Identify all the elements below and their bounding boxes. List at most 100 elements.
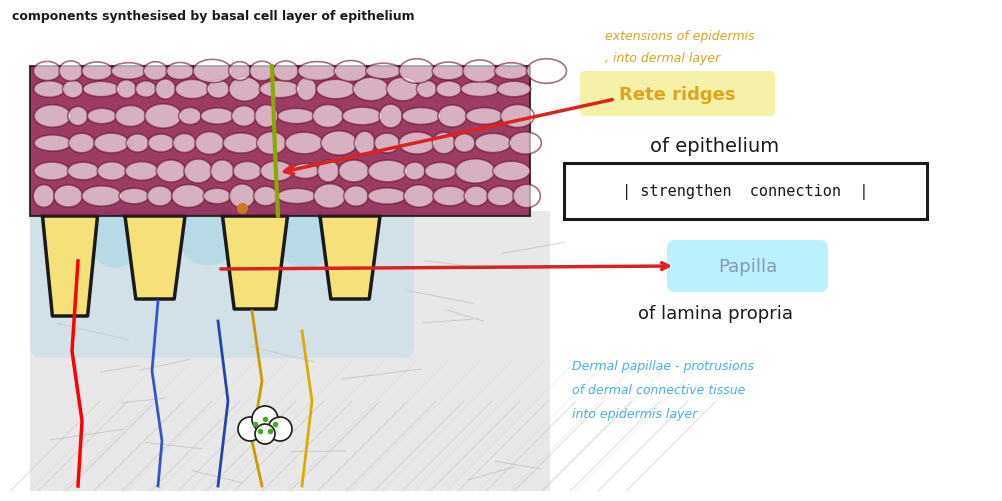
Text: Dermal papillae - protrusions: Dermal papillae - protrusions (572, 359, 754, 372)
Ellipse shape (89, 210, 141, 269)
Ellipse shape (125, 162, 158, 181)
Ellipse shape (177, 201, 239, 266)
Ellipse shape (228, 78, 261, 102)
Ellipse shape (255, 105, 278, 128)
Ellipse shape (509, 133, 541, 155)
Ellipse shape (487, 187, 515, 206)
Circle shape (238, 417, 262, 441)
Ellipse shape (402, 108, 441, 125)
Ellipse shape (273, 62, 299, 82)
Ellipse shape (115, 106, 146, 127)
Ellipse shape (321, 132, 358, 156)
Ellipse shape (184, 160, 212, 184)
Ellipse shape (366, 64, 401, 80)
Ellipse shape (374, 134, 400, 154)
Ellipse shape (513, 185, 540, 208)
Ellipse shape (97, 162, 126, 181)
Ellipse shape (497, 82, 531, 98)
Ellipse shape (404, 163, 425, 181)
Polygon shape (125, 216, 185, 300)
Text: of lamina propria: of lamina propria (637, 305, 793, 322)
Ellipse shape (195, 132, 224, 155)
Ellipse shape (67, 163, 99, 180)
Ellipse shape (475, 134, 511, 153)
Ellipse shape (285, 133, 324, 155)
Text: , into dermal layer: , into dermal layer (605, 52, 720, 65)
Ellipse shape (68, 107, 88, 126)
Text: extensions of epidermis: extensions of epidermis (605, 30, 755, 43)
Text: of epithelium: of epithelium (650, 137, 780, 156)
Ellipse shape (466, 108, 503, 125)
Ellipse shape (178, 108, 201, 125)
Ellipse shape (254, 187, 278, 206)
Ellipse shape (298, 63, 337, 81)
Ellipse shape (166, 63, 194, 80)
Ellipse shape (147, 187, 172, 206)
Ellipse shape (464, 187, 488, 206)
Ellipse shape (425, 163, 457, 180)
Ellipse shape (438, 106, 467, 128)
Ellipse shape (461, 82, 500, 98)
Ellipse shape (222, 134, 260, 154)
Ellipse shape (62, 81, 83, 99)
Ellipse shape (34, 163, 70, 181)
Ellipse shape (119, 189, 149, 204)
Ellipse shape (175, 80, 209, 99)
Ellipse shape (432, 63, 465, 81)
Ellipse shape (278, 210, 333, 269)
Ellipse shape (231, 106, 257, 127)
Ellipse shape (111, 64, 146, 80)
Ellipse shape (355, 132, 375, 156)
Ellipse shape (399, 60, 434, 84)
Ellipse shape (278, 189, 317, 204)
Ellipse shape (495, 64, 528, 80)
FancyBboxPatch shape (580, 72, 775, 117)
Ellipse shape (155, 80, 175, 100)
Ellipse shape (34, 106, 71, 128)
Ellipse shape (228, 63, 250, 81)
Ellipse shape (526, 60, 566, 84)
Ellipse shape (463, 61, 497, 83)
FancyBboxPatch shape (667, 240, 828, 293)
Ellipse shape (404, 185, 435, 208)
Ellipse shape (368, 188, 407, 205)
Ellipse shape (317, 80, 356, 100)
Ellipse shape (34, 82, 65, 98)
Ellipse shape (344, 186, 369, 207)
Ellipse shape (143, 63, 167, 81)
Text: Rete ridges: Rete ridges (619, 86, 735, 104)
Ellipse shape (335, 62, 368, 82)
Ellipse shape (126, 134, 149, 153)
Ellipse shape (339, 161, 369, 183)
Ellipse shape (297, 78, 317, 101)
Polygon shape (320, 216, 380, 300)
Ellipse shape (94, 134, 129, 154)
Ellipse shape (54, 185, 83, 208)
Ellipse shape (343, 108, 382, 126)
Polygon shape (42, 216, 97, 316)
Ellipse shape (34, 136, 71, 152)
Text: of dermal connective tissue: of dermal connective tissue (572, 383, 745, 396)
Ellipse shape (379, 105, 403, 129)
Ellipse shape (318, 161, 340, 183)
Ellipse shape (156, 161, 185, 183)
Ellipse shape (368, 161, 408, 182)
Ellipse shape (83, 82, 119, 98)
Ellipse shape (200, 109, 234, 125)
Ellipse shape (148, 135, 174, 153)
Ellipse shape (278, 109, 315, 124)
Ellipse shape (87, 109, 116, 125)
Text: Papilla: Papilla (718, 258, 778, 276)
Ellipse shape (68, 134, 95, 153)
Ellipse shape (436, 82, 462, 98)
Ellipse shape (210, 160, 234, 183)
Polygon shape (222, 216, 288, 310)
Ellipse shape (33, 62, 61, 82)
Ellipse shape (229, 184, 256, 208)
Ellipse shape (82, 186, 121, 207)
Ellipse shape (454, 134, 475, 153)
Ellipse shape (493, 162, 530, 181)
Ellipse shape (116, 81, 136, 99)
Ellipse shape (144, 105, 181, 129)
Ellipse shape (501, 105, 534, 128)
